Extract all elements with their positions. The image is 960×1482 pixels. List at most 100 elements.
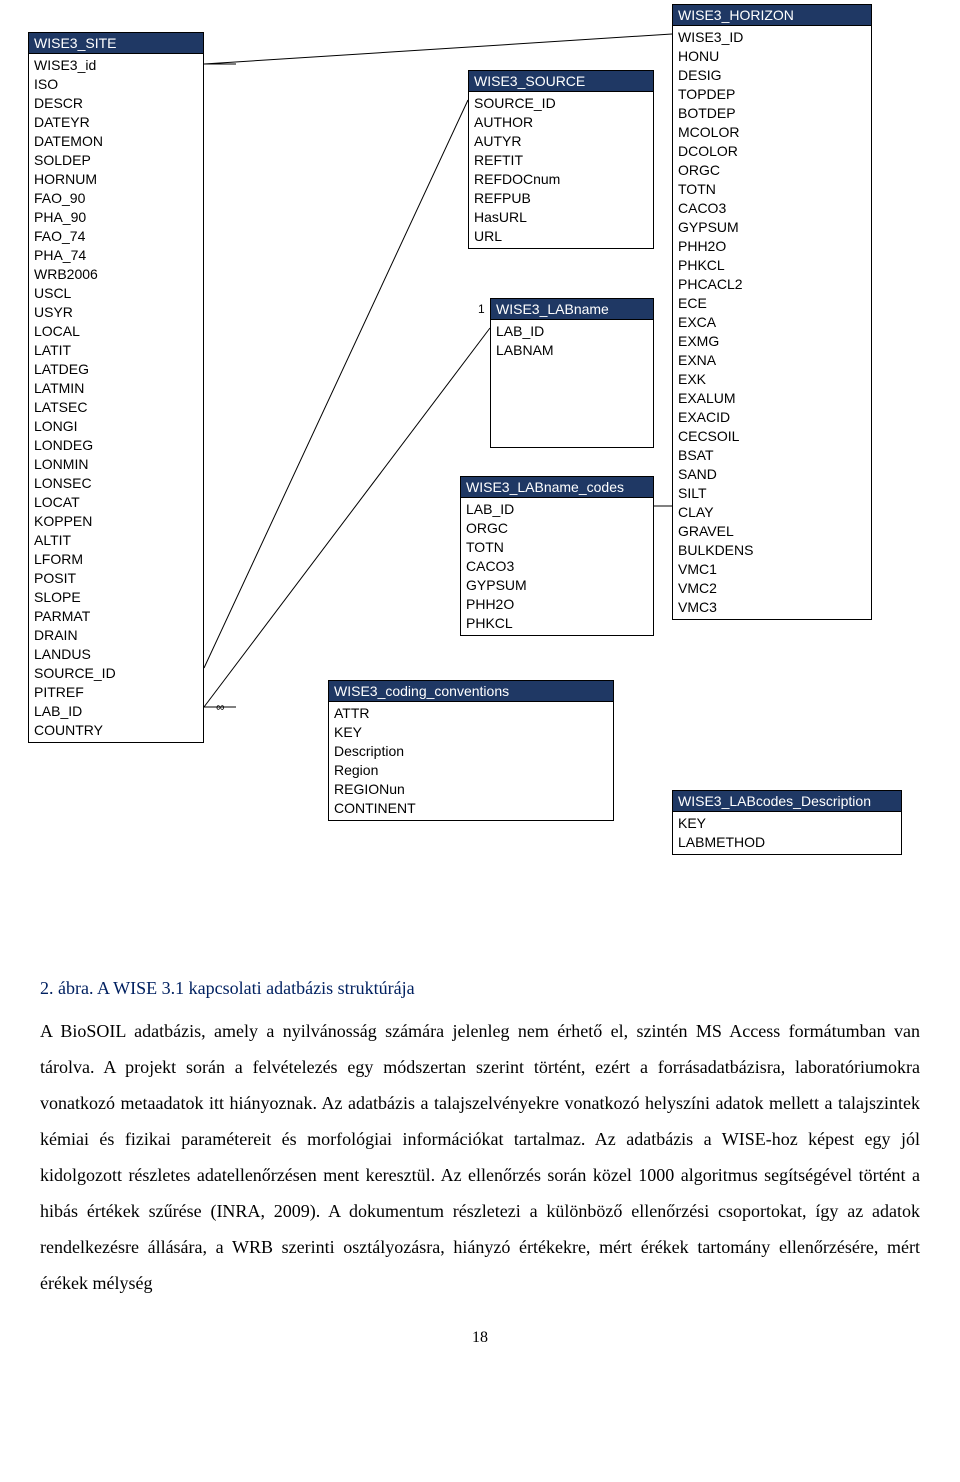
table-wise3-horizon: WISE3_HORIZON WISE3_ID HONU DESIG TOPDEP…: [672, 4, 872, 620]
table-body: SOURCE_ID AUTHOR AUTYR REFTIT REFDOCnum …: [469, 92, 653, 248]
field: VMC3: [673, 598, 871, 617]
field: MCOLOR: [673, 123, 871, 142]
field: LONMIN: [29, 455, 203, 474]
field: LAB_ID: [491, 322, 653, 341]
field: DATEMON: [29, 132, 203, 151]
field: LANDUS: [29, 645, 203, 664]
field: USYR: [29, 303, 203, 322]
field: LABNAM: [491, 341, 653, 360]
field: ATTR: [329, 704, 613, 723]
field: PHH2O: [461, 595, 653, 614]
field: EXNA: [673, 351, 871, 370]
field: DRAIN: [29, 626, 203, 645]
field: SOLDEP: [29, 151, 203, 170]
field: LATSEC: [29, 398, 203, 417]
table-header: WISE3_LABname: [491, 299, 653, 320]
field: DESCR: [29, 94, 203, 113]
field: BULKDENS: [673, 541, 871, 560]
field: SAND: [673, 465, 871, 484]
field: VMC1: [673, 560, 871, 579]
field: SOURCE_ID: [469, 94, 653, 113]
field: LOCAT: [29, 493, 203, 512]
field: DESIG: [673, 66, 871, 85]
field: SLOPE: [29, 588, 203, 607]
field: REGIONun: [329, 780, 613, 799]
field: ORGC: [673, 161, 871, 180]
field: LONSEC: [29, 474, 203, 493]
field: LAB_ID: [29, 702, 203, 721]
table-body: LAB_ID ORGC TOTN CACO3 GYPSUM PHH2O PHKC…: [461, 498, 653, 635]
field: PHA_90: [29, 208, 203, 227]
table-header: WISE3_HORIZON: [673, 5, 871, 26]
field: ECE: [673, 294, 871, 313]
field: EXCA: [673, 313, 871, 332]
table-wise3-source: WISE3_SOURCE SOURCE_ID AUTHOR AUTYR REFT…: [468, 70, 654, 249]
field: LATIT: [29, 341, 203, 360]
figure-caption: 2. ábra. A WISE 3.1 kapcsolati adatbázis…: [0, 960, 960, 1013]
field: SOURCE_ID: [29, 664, 203, 683]
field: GYPSUM: [673, 218, 871, 237]
field: EXMG: [673, 332, 871, 351]
field: DATEYR: [29, 113, 203, 132]
field: DCOLOR: [673, 142, 871, 161]
table-wise3-site: WISE3_SITE WISE3_id ISO DESCR DATEYR DAT…: [28, 32, 204, 743]
field: HORNUM: [29, 170, 203, 189]
field: REFPUB: [469, 189, 653, 208]
field: KEY: [329, 723, 613, 742]
table-wise3-labname: WISE3_LABname LAB_ID LABNAM: [490, 298, 654, 448]
field: CLAY: [673, 503, 871, 522]
table-header: WISE3_LABname_codes: [461, 477, 653, 498]
table-wise3-labcodes-description: WISE3_LABcodes_Description KEY LABMETHOD: [672, 790, 902, 855]
field: PHKCL: [461, 614, 653, 633]
field: BSAT: [673, 446, 871, 465]
field: ISO: [29, 75, 203, 94]
field: LAB_ID: [461, 500, 653, 519]
field: PHA_74: [29, 246, 203, 265]
field: PHKCL: [673, 256, 871, 275]
cardinality-one: 1: [478, 302, 485, 316]
field: CACO3: [461, 557, 653, 576]
table-body: ATTR KEY Description Region REGIONun CON…: [329, 702, 613, 820]
table-body: WISE3_ID HONU DESIG TOPDEP BOTDEP MCOLOR…: [673, 26, 871, 619]
table-header: WISE3_LABcodes_Description: [673, 791, 901, 812]
field: SILT: [673, 484, 871, 503]
field: EXALUM: [673, 389, 871, 408]
table-body: WISE3_id ISO DESCR DATEYR DATEMON SOLDEP…: [29, 54, 203, 742]
field: BOTDEP: [673, 104, 871, 123]
field: KEY: [673, 814, 901, 833]
table-wise3-coding-conventions: WISE3_coding_conventions ATTR KEY Descri…: [328, 680, 614, 821]
field: EXACID: [673, 408, 871, 427]
field: LOCAL: [29, 322, 203, 341]
field: GRAVEL: [673, 522, 871, 541]
field: USCL: [29, 284, 203, 303]
field: KOPPEN: [29, 512, 203, 531]
field: TOPDEP: [673, 85, 871, 104]
field: LATDEG: [29, 360, 203, 379]
field: PARMAT: [29, 607, 203, 626]
field: GYPSUM: [461, 576, 653, 595]
field: CECSOIL: [673, 427, 871, 446]
field: WISE3_id: [29, 56, 203, 75]
field: WISE3_ID: [673, 28, 871, 47]
field: HasURL: [469, 208, 653, 227]
cardinality-many: ∞: [216, 700, 225, 714]
field: LONGI: [29, 417, 203, 436]
table-header: WISE3_coding_conventions: [329, 681, 613, 702]
table-header: WISE3_SOURCE: [469, 71, 653, 92]
field: LABMETHOD: [673, 833, 901, 852]
field: FAO_74: [29, 227, 203, 246]
field: AUTYR: [469, 132, 653, 151]
field: FAO_90: [29, 189, 203, 208]
page-number: 18: [0, 1301, 960, 1365]
field: REFDOCnum: [469, 170, 653, 189]
table-header: WISE3_SITE: [29, 33, 203, 54]
field: TOTN: [461, 538, 653, 557]
field: Region: [329, 761, 613, 780]
table-body: KEY LABMETHOD: [673, 812, 901, 854]
field: URL: [469, 227, 653, 246]
field: LFORM: [29, 550, 203, 569]
body-paragraph: A BioSOIL adatbázis, amely a nyilvánossá…: [0, 1013, 960, 1301]
field: POSIT: [29, 569, 203, 588]
field: EXK: [673, 370, 871, 389]
table-wise3-labname-codes: WISE3_LABname_codes LAB_ID ORGC TOTN CAC…: [460, 476, 654, 636]
